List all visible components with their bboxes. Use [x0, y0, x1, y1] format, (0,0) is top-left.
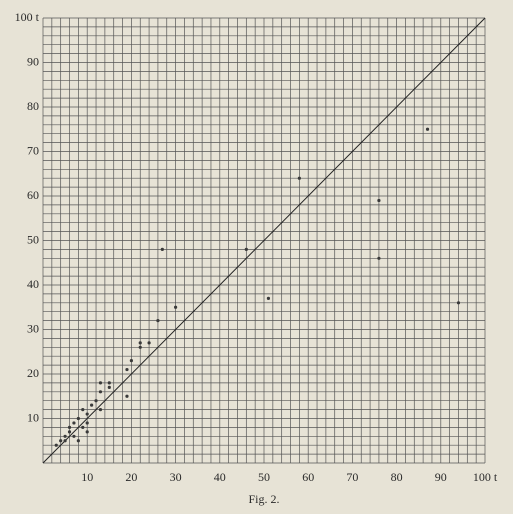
point [85, 430, 89, 434]
x-tick-label: 40 [214, 470, 226, 484]
point [98, 408, 103, 412]
point [244, 247, 248, 251]
x-tick-label: 90 [435, 470, 447, 484]
point [63, 434, 67, 438]
point [138, 341, 142, 345]
point [425, 127, 430, 131]
y-tick-label: 20 [27, 366, 39, 380]
point [98, 390, 103, 394]
y-tick-label: 100 t [15, 10, 40, 24]
point [85, 421, 89, 425]
y-tick-label: 40 [27, 277, 39, 291]
point [129, 359, 133, 363]
point [125, 394, 129, 398]
point [456, 301, 461, 305]
point [72, 421, 76, 425]
point [54, 443, 58, 447]
point [138, 345, 142, 349]
point [107, 385, 111, 389]
point [81, 425, 85, 429]
point [147, 341, 151, 345]
point [160, 247, 164, 251]
point [63, 439, 67, 443]
y-tick-label: 60 [27, 188, 39, 202]
x-tick-label: 60 [302, 470, 314, 484]
x-tick-label: 80 [391, 470, 403, 484]
point [67, 430, 72, 434]
point [125, 367, 129, 372]
x-tick-label: 10 [81, 470, 93, 484]
point [266, 296, 271, 300]
point [67, 425, 72, 429]
y-tick-label: 10 [27, 410, 39, 424]
x-tick-label: 100 t [473, 470, 498, 484]
point [377, 256, 381, 260]
caption: Fig. 2. [248, 492, 279, 506]
point [59, 439, 63, 443]
point [76, 416, 80, 421]
point [81, 408, 85, 412]
diagonal-line [42, 17, 486, 464]
point [72, 434, 76, 438]
x-tick-label: 30 [170, 470, 182, 484]
point [377, 198, 381, 203]
y-tick-label: 90 [27, 54, 39, 68]
x-tick-label: 20 [125, 470, 137, 484]
point [174, 305, 178, 309]
point [156, 319, 160, 323]
point [90, 403, 94, 407]
point [85, 412, 89, 416]
x-tick-label: 50 [258, 470, 270, 484]
y-tick-label: 30 [27, 321, 39, 335]
y-tick-label: 80 [27, 99, 39, 113]
x-tick-label: 70 [346, 470, 358, 484]
point [297, 176, 301, 180]
point [94, 399, 98, 403]
y-tick-label: 70 [27, 143, 39, 157]
point [107, 381, 111, 385]
point [98, 381, 103, 385]
point [76, 439, 80, 443]
y-tick-label: 50 [27, 232, 39, 246]
